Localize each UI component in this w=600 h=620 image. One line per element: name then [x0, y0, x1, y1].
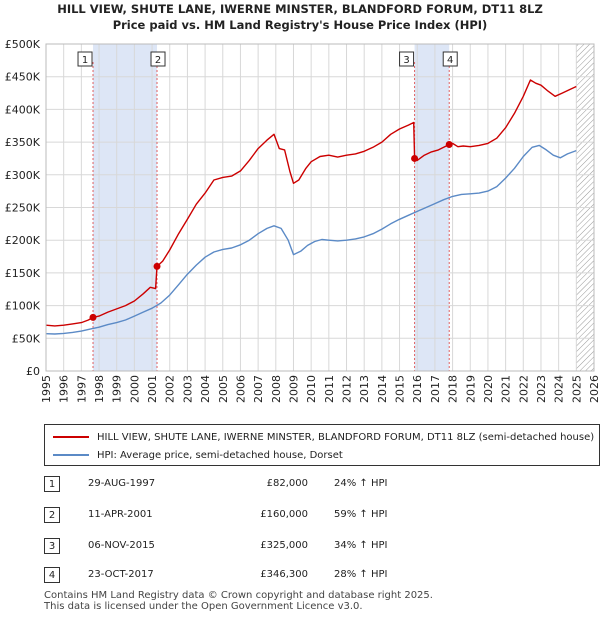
x-tick-label: 2000: [128, 375, 141, 403]
y-tick-label: £150K: [5, 267, 41, 280]
transaction-date: 29-AUG-1997: [88, 478, 156, 489]
x-tick-label: 2026: [588, 375, 600, 403]
sale-marker-box: [150, 51, 166, 67]
y-tick-label: £350K: [5, 136, 41, 149]
x-tick-label: 2019: [464, 375, 477, 403]
transaction-price: £346,300: [260, 569, 308, 580]
sale-marker-label: 4: [447, 55, 453, 66]
sale-marker-label: 3: [403, 55, 409, 66]
sale-marker-label: 2: [155, 55, 161, 66]
footer-line-2: This data is licensed under the Open Gov…: [44, 601, 363, 612]
x-tick-label: 2008: [270, 375, 283, 403]
y-tick-label: £400K: [5, 103, 41, 116]
y-tick-label: £300K: [5, 169, 41, 182]
y-tick-label: £50K: [12, 332, 41, 345]
transaction-price: £160,000: [260, 509, 308, 520]
chart-title: HILL VIEW, SHUTE LANE, IWERNE MINSTER, B…: [57, 2, 543, 16]
y-tick-label: £0: [26, 365, 40, 378]
x-tick-label: 2005: [217, 375, 230, 403]
x-tick-label: 1997: [75, 375, 88, 403]
transaction-hpi: 59% ↑ HPI: [334, 509, 388, 520]
transaction-number: 4: [44, 567, 60, 583]
x-tick-label: 2024: [553, 375, 566, 403]
sale-point: [411, 154, 419, 162]
x-tick-label: 2017: [429, 375, 442, 403]
hpi-line: [45, 144, 577, 335]
transaction-date: 23-OCT-2017: [88, 569, 154, 580]
transaction-hpi: 28% ↑ HPI: [334, 569, 388, 580]
transaction-number: 1: [44, 476, 60, 492]
x-tick-label: 2009: [287, 375, 300, 403]
legend-item-property: HILL VIEW, SHUTE LANE, IWERNE MINSTER, B…: [53, 429, 594, 445]
transaction-number: 3: [44, 538, 60, 554]
property-price-line: [45, 79, 577, 327]
x-tick-label: 2020: [482, 375, 495, 403]
x-tick-label: 1995: [40, 375, 53, 403]
legend-swatch-hpi: [53, 454, 89, 456]
price-chart: 1 2 3 4 £0 £50K £100K £150K £200K £250K £300K £350…: [5, 38, 600, 403]
x-tick-label: 2015: [394, 375, 407, 403]
plot-frame: [45, 43, 595, 372]
x-tick-label: 2018: [447, 375, 460, 403]
sale-point: [153, 262, 161, 270]
sale-point: [89, 313, 97, 321]
legend-label-property: HILL VIEW, SHUTE LANE, IWERNE MINSTER, B…: [97, 431, 595, 443]
x-tick-label: 2016: [411, 375, 424, 403]
x-tick-label: 2002: [164, 375, 177, 403]
y-tick-label: £500K: [5, 38, 41, 51]
chart-subtitle: Price paid vs. HM Land Registry's House …: [112, 18, 488, 32]
x-tick-label: 1999: [111, 375, 124, 403]
x-tick-label: 2010: [305, 375, 318, 403]
x-tick-label: 1998: [93, 375, 106, 403]
transaction-price: £325,000: [260, 540, 308, 551]
x-tick-label: 2012: [341, 375, 354, 403]
legend-item-hpi: HPI: Average price, semi-detached house,…: [53, 447, 343, 463]
x-tick-label: 2001: [146, 375, 159, 403]
legend-swatch-property: [53, 436, 89, 438]
x-tick-label: 2004: [199, 375, 212, 403]
sale-point: [445, 141, 453, 149]
transaction-hpi: 24% ↑ HPI: [334, 478, 388, 489]
x-tick-label: 2022: [517, 375, 530, 403]
transaction-date: 06-NOV-2015: [88, 540, 155, 551]
sale-marker-box: [77, 51, 93, 67]
y-tick-label: £200K: [5, 234, 41, 247]
y-tick-label: £100K: [5, 300, 41, 313]
footer-line-1: Contains HM Land Registry data © Crown c…: [44, 590, 433, 601]
x-tick-label: 2006: [234, 375, 247, 403]
y-tick-label: £250K: [5, 202, 41, 215]
x-tick-label: 2014: [376, 375, 389, 403]
transaction-price: £82,000: [266, 478, 308, 489]
x-tick-label: 1996: [58, 375, 71, 403]
footer-attribution: Contains HM Land Registry data © Crown c…: [44, 590, 433, 612]
transaction-number: 2: [44, 507, 60, 523]
x-tick-label: 2013: [358, 375, 371, 403]
transaction-date: 11-APR-2001: [88, 509, 153, 520]
sale-marker-label: 1: [82, 55, 88, 66]
x-tick-label: 2007: [252, 375, 265, 403]
chart-legend: HILL VIEW, SHUTE LANE, IWERNE MINSTER, B…: [44, 424, 600, 466]
legend-label-hpi: HPI: Average price, semi-detached house,…: [97, 449, 343, 461]
transaction-hpi: 34% ↑ HPI: [334, 540, 388, 551]
sale-marker-box: [442, 51, 458, 67]
x-tick-label: 2023: [535, 375, 548, 403]
x-tick-label: 2003: [181, 375, 194, 403]
x-tick-label: 2011: [323, 375, 336, 403]
y-tick-label: £450K: [5, 71, 41, 84]
x-tick-label: 2021: [500, 375, 513, 403]
sale-marker-box: [399, 51, 415, 67]
x-tick-label: 2025: [570, 375, 583, 403]
